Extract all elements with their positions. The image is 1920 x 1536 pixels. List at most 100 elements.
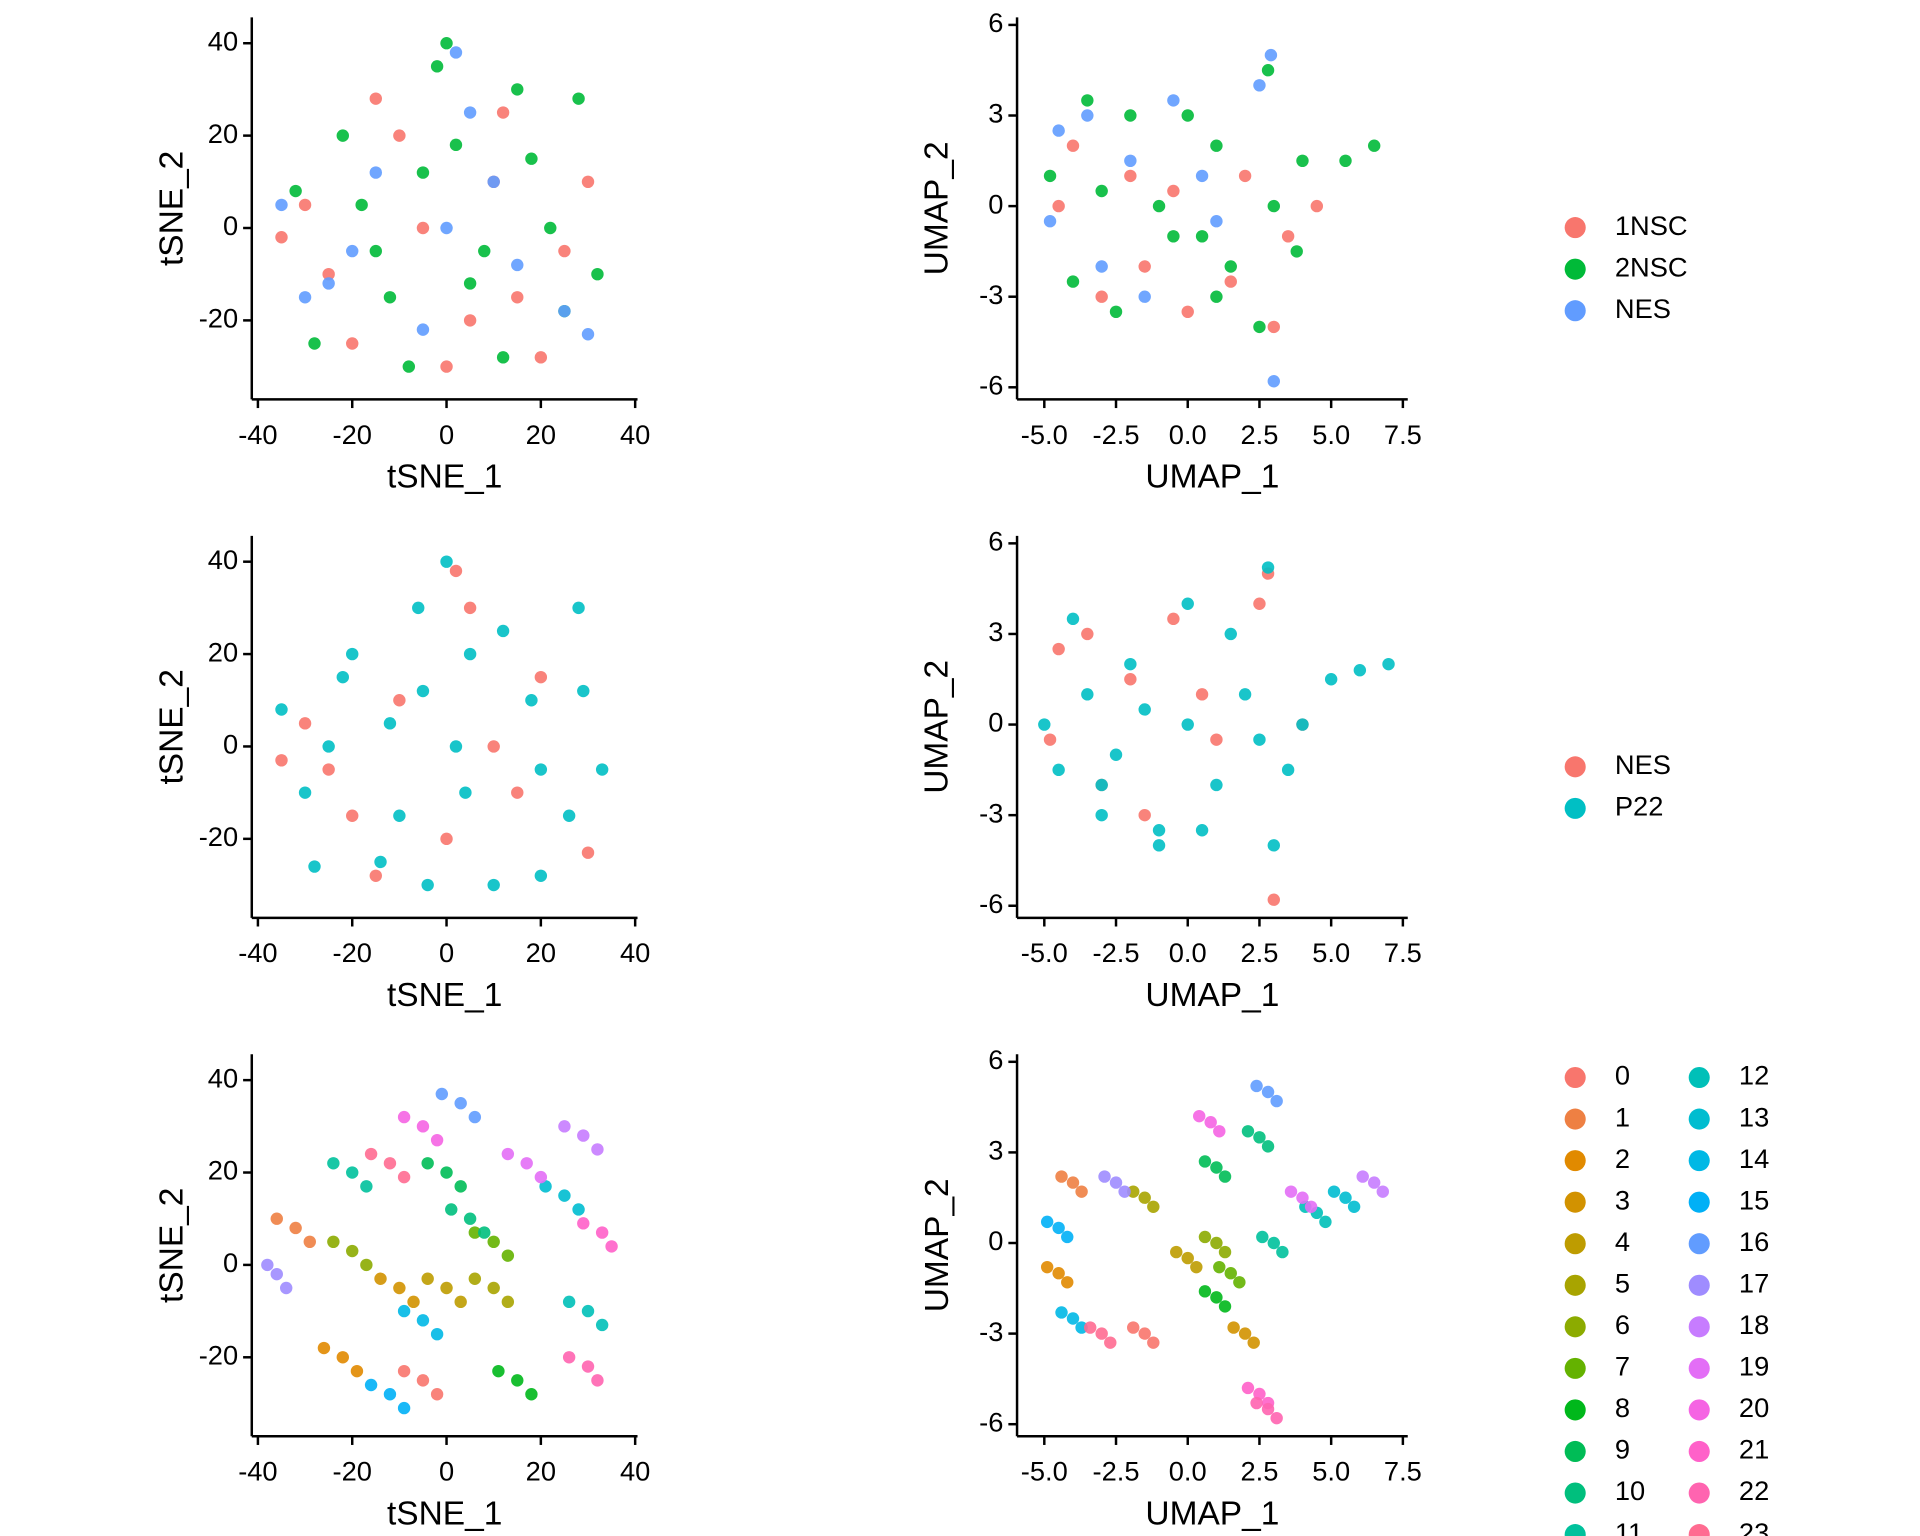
point — [1124, 109, 1137, 122]
point — [1281, 230, 1295, 243]
point — [1296, 718, 1309, 731]
point — [577, 684, 590, 698]
point — [1213, 1260, 1226, 1274]
point — [1267, 199, 1280, 213]
x-tick-label: -40 — [238, 1456, 277, 1487]
legend-swatch — [1688, 1274, 1710, 1296]
point — [1138, 703, 1151, 716]
point — [261, 1258, 274, 1272]
point — [322, 763, 335, 776]
point — [430, 1133, 444, 1147]
point — [383, 291, 397, 304]
point — [393, 809, 406, 822]
legend-swatch — [1564, 1440, 1586, 1463]
point — [1210, 215, 1223, 228]
point — [534, 869, 548, 882]
point — [1095, 184, 1108, 198]
point — [534, 351, 548, 364]
point — [1367, 1176, 1381, 1189]
point — [1253, 79, 1266, 92]
legend-label: 22 — [1739, 1475, 1769, 1506]
point — [346, 809, 359, 822]
point — [369, 92, 383, 105]
point — [1052, 1267, 1065, 1280]
y-tick-label: 0 — [223, 210, 238, 241]
point — [374, 1272, 387, 1285]
point — [1040, 1215, 1054, 1229]
legend-swatch — [1688, 1150, 1710, 1172]
point — [449, 740, 463, 753]
point — [1210, 778, 1223, 792]
point — [440, 37, 453, 50]
point — [1296, 1191, 1309, 1204]
point — [393, 129, 406, 142]
x-tick-label: 40 — [620, 1456, 650, 1487]
point — [591, 267, 604, 281]
point — [1253, 733, 1266, 746]
point — [1227, 1321, 1240, 1334]
y-tick-label: 40 — [208, 25, 238, 56]
point — [511, 786, 524, 799]
point — [1124, 657, 1137, 671]
point — [1193, 1109, 1206, 1123]
point — [1210, 1236, 1223, 1250]
y-axis-title: tSNE_2 — [153, 669, 190, 784]
point — [1253, 1131, 1266, 1144]
point — [463, 647, 477, 661]
point — [346, 1166, 359, 1179]
point — [454, 1097, 467, 1110]
point — [1264, 48, 1278, 62]
y-axis-title: tSNE_2 — [153, 151, 190, 266]
point — [1040, 1260, 1054, 1274]
legend-swatch — [1688, 1357, 1710, 1379]
point — [1324, 673, 1338, 686]
point — [1167, 94, 1180, 107]
point — [1270, 1094, 1283, 1108]
point — [1267, 839, 1280, 852]
point — [463, 1212, 477, 1225]
legend-label: 19 — [1739, 1351, 1769, 1382]
legend-label: 6 — [1615, 1309, 1630, 1340]
panel: -40 -20 0 20 40 -20 0 20 40 tSNE_1 tSNE_2 — [153, 17, 650, 496]
legend-swatch — [1564, 797, 1586, 819]
points — [1038, 561, 1395, 906]
point — [478, 1226, 491, 1239]
point — [525, 1388, 538, 1401]
point — [322, 740, 335, 753]
point — [1210, 1291, 1223, 1304]
y-axis-title: UMAP_2 — [919, 141, 956, 275]
point — [1198, 1285, 1212, 1298]
x-tick-label: 0 — [439, 419, 454, 450]
point — [1055, 1306, 1068, 1319]
point — [393, 1281, 406, 1295]
points — [1040, 1079, 1389, 1425]
point — [487, 175, 500, 189]
point — [1095, 1327, 1108, 1340]
point — [1353, 663, 1367, 677]
y-tick-label: 3 — [988, 98, 1003, 129]
point — [595, 1318, 609, 1332]
point — [1250, 1396, 1263, 1410]
y-tick-label: -20 — [199, 303, 238, 334]
legend-label: 15 — [1739, 1184, 1769, 1215]
x-axis-title: UMAP_1 — [1145, 459, 1279, 496]
point — [416, 684, 430, 698]
legend-label: 14 — [1739, 1143, 1769, 1174]
point — [1138, 1327, 1151, 1340]
point — [336, 129, 349, 142]
point — [1195, 169, 1209, 183]
x-tick-label: -2.5 — [1093, 937, 1140, 968]
point — [1061, 1230, 1074, 1244]
point — [270, 1267, 283, 1281]
point — [463, 314, 477, 327]
point — [1304, 1200, 1318, 1213]
point — [1210, 1161, 1223, 1174]
y-tick-label: 6 — [988, 526, 1003, 557]
point — [1109, 305, 1123, 319]
point — [327, 1235, 340, 1249]
x-tick-label: 0 — [439, 1456, 454, 1487]
point — [1238, 1327, 1252, 1340]
y-tick-label: 0 — [988, 1225, 1003, 1256]
point — [1081, 627, 1094, 641]
point — [1109, 1176, 1123, 1189]
